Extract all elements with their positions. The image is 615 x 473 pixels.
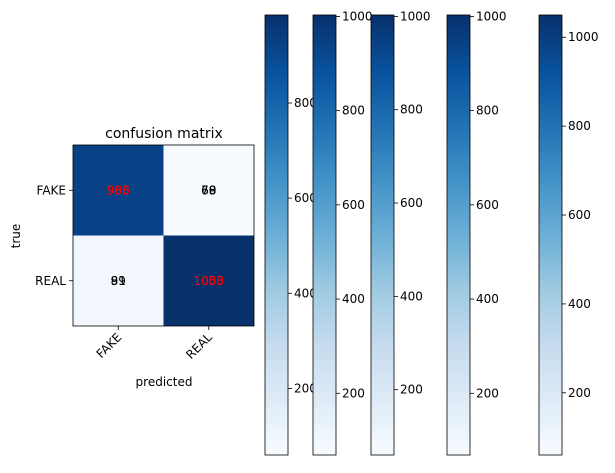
colorbar-frame bbox=[312, 14, 337, 456]
colorbars: 200 400 600 800 200 400 600 800 1000 200 400 600 800… bbox=[264, 9, 599, 456]
y-axis-label: true bbox=[9, 224, 23, 249]
cell-value-label: 966 bbox=[107, 183, 130, 197]
cell-value-label: 89 bbox=[111, 274, 126, 288]
colorbar: 200 400 600 800 1000 bbox=[370, 9, 431, 456]
matrix-cell bbox=[163, 145, 254, 236]
colorbar-frame bbox=[538, 14, 563, 456]
cell-value-label: 1050 bbox=[193, 274, 224, 288]
cell-value-label: 988 bbox=[107, 183, 130, 197]
colorbar-tick-label: 200 bbox=[568, 386, 591, 400]
colorbar-gradient bbox=[371, 15, 394, 455]
colorbar: 200 400 600 800 1000 bbox=[446, 9, 507, 456]
y-tick-label: REAL bbox=[35, 274, 66, 288]
chart-title: confusion matrix bbox=[105, 126, 223, 142]
y-tick-label: FAKE bbox=[37, 183, 66, 197]
colorbar-tick-label: 800 bbox=[342, 104, 365, 118]
colorbar-tick-label: 200 bbox=[342, 386, 365, 400]
colorbar-frame bbox=[446, 14, 471, 456]
plot-frame bbox=[72, 144, 255, 327]
colorbar-tick-label: 1000 bbox=[476, 9, 507, 23]
colorbar-gradient bbox=[265, 15, 288, 455]
colorbar-tick-label: 600 bbox=[476, 198, 499, 212]
colorbar-tick-label: 800 bbox=[294, 96, 317, 110]
colorbar-tick-label: 400 bbox=[342, 292, 365, 306]
colorbar-tick-label: 400 bbox=[568, 297, 591, 311]
colorbar-tick-label: 200 bbox=[476, 386, 499, 400]
cell-value-label: 69 bbox=[201, 183, 216, 197]
colorbar-gradient bbox=[447, 15, 470, 455]
colorbar-frame bbox=[370, 14, 395, 456]
cell-value-label: 78 bbox=[201, 183, 216, 197]
colorbar-tick-label: 600 bbox=[568, 208, 591, 222]
colorbar-tick-label: 400 bbox=[400, 289, 423, 303]
colorbar-tick-label: 1000 bbox=[568, 30, 599, 44]
colorbar-tick-label: 200 bbox=[400, 383, 423, 397]
x-tick-label: REAL bbox=[183, 330, 215, 362]
colorbar-tick-label: 400 bbox=[294, 286, 317, 300]
colorbar-frame bbox=[264, 14, 289, 456]
x-axis-label: predicted bbox=[136, 375, 193, 389]
matrix-cell bbox=[73, 235, 164, 326]
colorbar-gradient bbox=[539, 15, 562, 455]
colorbar-tick-label: 800 bbox=[476, 104, 499, 118]
colorbar: 200 400 600 800 1000 bbox=[312, 9, 373, 456]
colorbar-gradient bbox=[313, 15, 336, 455]
colorbar-tick-label: 600 bbox=[294, 191, 317, 205]
colorbar-tick-label: 400 bbox=[476, 292, 499, 306]
colorbar-tick-label: 600 bbox=[400, 196, 423, 210]
colorbar: 200 400 600 800 bbox=[264, 14, 317, 456]
colorbar-tick-label: 1000 bbox=[342, 9, 373, 23]
colorbar-tick-label: 200 bbox=[294, 381, 317, 395]
matrix-cell bbox=[163, 235, 254, 326]
cell-value-label: 91 bbox=[111, 274, 126, 288]
cell-value-label: 985 bbox=[107, 183, 130, 197]
colorbar-tick-label: 800 bbox=[568, 119, 591, 133]
matrix-cell bbox=[73, 145, 164, 236]
colorbar-tick-label: 800 bbox=[400, 103, 423, 117]
cell-value-label: 1003 bbox=[193, 274, 224, 288]
colorbar-tick-label: 1000 bbox=[400, 9, 431, 23]
colorbar: 200 400 600 800 1000 bbox=[538, 14, 599, 456]
x-tick-label: FAKE bbox=[94, 330, 125, 361]
colorbar-tick-label: 600 bbox=[342, 198, 365, 212]
cell-value-label: 60 bbox=[201, 183, 216, 197]
